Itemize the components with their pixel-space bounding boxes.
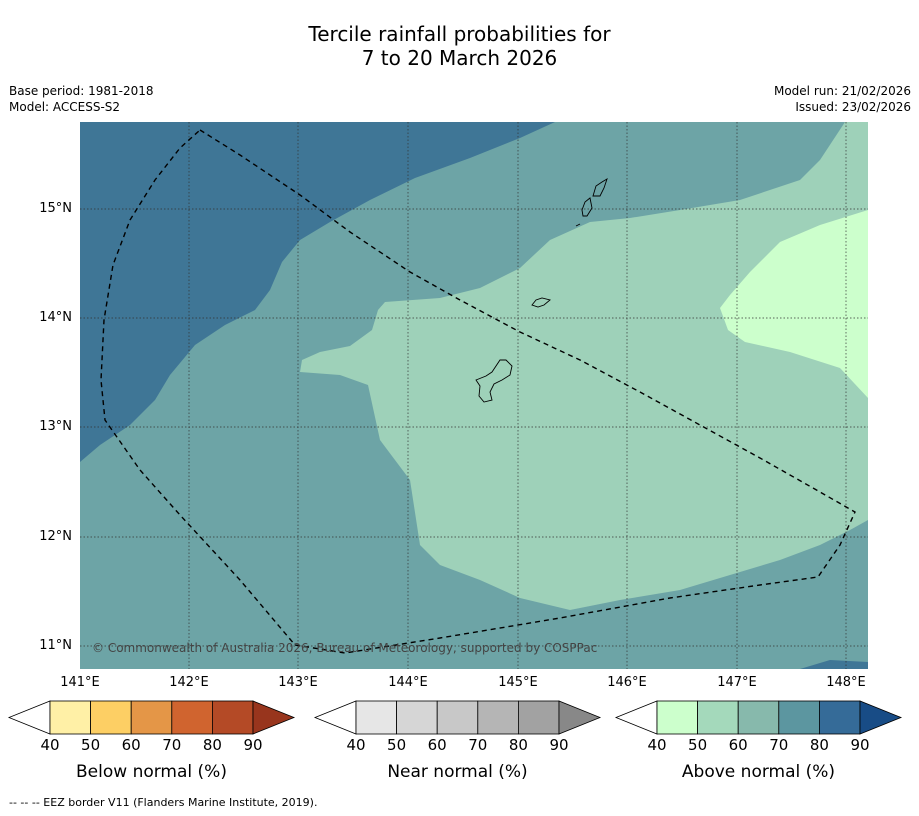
model-name: Model: ACCESS-S2	[9, 100, 121, 114]
colorbar-segment	[656, 700, 698, 735]
colorbar-tick: 90	[850, 736, 870, 754]
colorbar-tick: 60	[121, 736, 141, 754]
colorbar-segment	[819, 700, 861, 735]
colorbar-segment	[778, 700, 820, 735]
colorbar-tick: 70	[468, 736, 488, 754]
colorbars	[7, 700, 903, 735]
colorbar-tick: 60	[427, 736, 447, 754]
island-saipan	[592, 177, 608, 197]
issued-date: Issued: 23/02/2026	[795, 100, 911, 114]
colorbar-title: Near normal (%)	[387, 762, 528, 782]
lat-label: 15°N	[39, 201, 72, 216]
colorbar-tick: 70	[769, 736, 789, 754]
model-run: Model run: 21/02/2026	[773, 84, 911, 98]
island-guam	[475, 359, 513, 403]
contour-70-80	[80, 122, 555, 462]
lat-label: 12°N	[39, 529, 72, 544]
colorbar-under-triangle	[313, 700, 357, 735]
island-rota	[531, 297, 551, 308]
base-period: Base period: 1981-2018	[9, 84, 154, 98]
colorbar-tick: 90	[243, 736, 263, 754]
colorbar-tick: 80	[202, 736, 222, 754]
eez-border	[100, 129, 856, 654]
lon-label: 141°E	[60, 675, 100, 690]
meta-left: Base period: 1981-2018 Model: ACCESS-S2	[9, 83, 154, 115]
colorbar-under-triangle	[7, 700, 51, 735]
colorbar-tick: 60	[728, 736, 748, 754]
colorbar-over-triangle	[558, 700, 602, 735]
colorbar-tick: 80	[809, 736, 829, 754]
lat-label: 14°N	[39, 310, 72, 325]
lon-label: 147°E	[717, 675, 757, 690]
copyright-text: © Commonwealth of Australia 2026, Bureau…	[92, 641, 598, 655]
lat-label: 11°N	[39, 638, 72, 653]
colorbar-segment	[518, 700, 560, 735]
map-title: Tercile rainfall probabilities for 7 to …	[0, 22, 919, 70]
colorbar-segment	[355, 700, 397, 735]
graticule	[80, 122, 868, 669]
colorbar-segment	[477, 700, 519, 735]
colorbar-under-triangle	[614, 700, 658, 735]
colorbar-0	[7, 700, 296, 735]
lon-label: 142°E	[169, 675, 209, 690]
lon-label: 146°E	[607, 675, 647, 690]
contour-40-50-east	[720, 210, 868, 398]
colorbar-segment	[436, 700, 479, 735]
colorbar-title: Below normal (%)	[76, 762, 227, 782]
meta-right: Model run: 21/02/2026 Issued: 23/02/2026	[774, 83, 911, 115]
colorbar-segment	[171, 700, 213, 735]
colorbar-segment	[130, 700, 173, 735]
lon-label: 145°E	[498, 675, 538, 690]
lat-label: 13°N	[39, 419, 72, 434]
map-area	[80, 122, 868, 669]
colorbar-segment	[49, 700, 91, 735]
lon-label: 144°E	[388, 675, 428, 690]
colorbar-tick: 50	[387, 736, 407, 754]
title-line-1: Tercile rainfall probabilities for	[308, 22, 611, 46]
island-aguijan	[575, 223, 581, 227]
colorbar-tick: 70	[162, 736, 182, 754]
colorbar-tick: 80	[508, 736, 528, 754]
colorbar-1	[313, 700, 602, 735]
eez-footnote: -- -- -- EEZ border V11 (Flanders Marine…	[9, 796, 318, 809]
lon-label: 143°E	[278, 675, 318, 690]
island-tinian	[581, 197, 593, 217]
title-line-2: 7 to 20 March 2026	[361, 46, 558, 70]
colorbar-tick: 50	[688, 736, 708, 754]
colorbar-tick: 40	[647, 736, 667, 754]
contour-70-80-se	[800, 660, 868, 669]
colorbar-tick: 40	[40, 736, 60, 754]
colorbar-tick: 40	[346, 736, 366, 754]
colorbar-over-triangle	[859, 700, 903, 735]
colorbar-segment	[697, 700, 739, 735]
colorbar-segment	[737, 700, 780, 735]
islands	[475, 177, 608, 403]
colorbar-tick: 90	[549, 736, 569, 754]
lon-label: 148°E	[826, 675, 866, 690]
colorbar-2	[614, 700, 903, 735]
colorbar-segment	[396, 700, 438, 735]
contour-50-60-main	[300, 122, 868, 669]
colorbar-segment	[90, 700, 132, 735]
colorbar-title: Above normal (%)	[681, 762, 836, 782]
colorbar-segment	[211, 700, 254, 735]
colorbar-tick: 50	[81, 736, 101, 754]
colorbar-over-triangle	[252, 700, 296, 735]
